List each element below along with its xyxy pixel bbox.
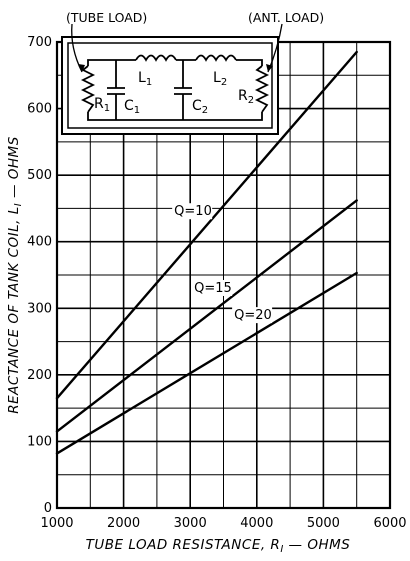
y-tick-label: 700: [27, 35, 52, 50]
series-label-bg: [232, 307, 273, 324]
y-axis-label: REACTANCE OF TANK COIL, LI — OHMS: [6, 136, 24, 414]
l2-label: L2: [213, 70, 227, 88]
resistor-r1: [80, 65, 96, 113]
c1-label: C1: [124, 98, 140, 116]
r1-label: R1: [94, 96, 110, 114]
x-tick-label: 1000: [40, 516, 73, 531]
y-tick-label: 300: [27, 301, 52, 316]
ant-load-label: (ANT. LOAD): [248, 10, 324, 25]
inset-frame-outer: [61, 36, 279, 135]
y-tick-labels: 0 100 200 300 400 500 600 700: [27, 35, 52, 516]
series-lines: [55, 50, 358, 455]
x-tick-label: 3000: [174, 516, 207, 531]
x-tick-label: 5000: [307, 516, 340, 531]
circuit-inset: (TUBE LOAD) (ANT. LOAD) R1 C1 L1 L2 C2 R…: [61, 10, 324, 135]
x-tick-label: 4000: [240, 516, 273, 531]
y-tick-label: 500: [27, 168, 52, 183]
series-label-2: Q=15: [194, 281, 232, 296]
x-tick-labels: 1000 2000 3000 4000 5000 6000: [40, 516, 406, 531]
c2-label: C2: [192, 98, 208, 116]
inset-frame-inner: [67, 42, 273, 129]
resistor-r2: [254, 65, 270, 113]
r2-label: R2: [238, 88, 254, 106]
x-axis-label: TUBE LOAD RESISTANCE, RI — OHMS: [86, 537, 351, 555]
inductor-l2-coil: [195, 54, 237, 62]
inductor-l1-coil: [135, 54, 177, 62]
x-tick-label: 2000: [107, 516, 140, 531]
series-labels: Q=10 Q=15Q=20: [172, 203, 273, 324]
y-tick-label: 100: [27, 434, 52, 449]
y-tick-label: 0: [44, 501, 52, 516]
series-label-3: Q=20: [234, 308, 272, 323]
series-line-2: [55, 199, 358, 433]
tube-load-label: (TUBE LOAD): [66, 10, 147, 25]
series-line-1: [55, 50, 358, 400]
series-label-1: Q=10: [174, 204, 212, 219]
y-tick-label: 200: [27, 368, 52, 383]
l1-label: L1: [138, 70, 152, 88]
y-tick-label: 600: [27, 102, 52, 117]
series-line-3: [55, 271, 358, 455]
series-label-bg: [192, 279, 233, 296]
y-tick-label: 400: [27, 235, 52, 250]
series-label-bg: [172, 203, 213, 220]
x-tick-label: 6000: [373, 516, 406, 531]
